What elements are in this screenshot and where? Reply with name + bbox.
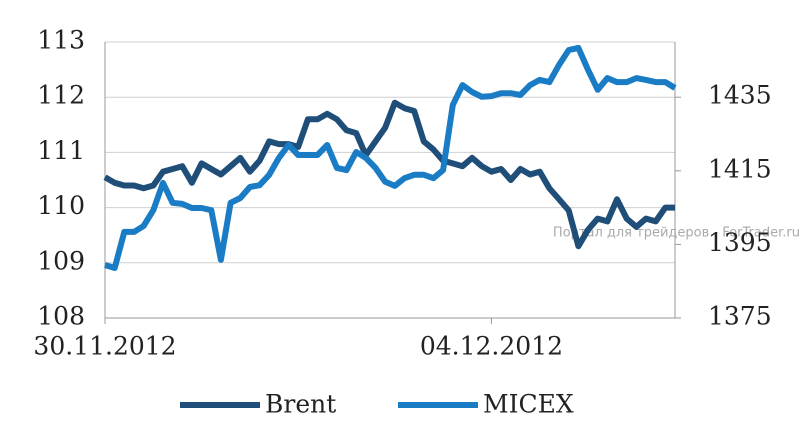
y-tick-label: 112 <box>37 81 85 110</box>
y2-tick-label: 1375 <box>708 302 772 331</box>
y2-tick-label: 1435 <box>708 81 772 110</box>
watermark: Портал для трейдеров - ForTrader.ru <box>553 226 800 241</box>
y-tick-label: 109 <box>37 246 85 275</box>
legend-label: MICEX <box>483 390 574 419</box>
y-tick-label: 108 <box>37 302 85 331</box>
series-line <box>104 44 677 271</box>
y2-tick-label: 1415 <box>708 154 772 183</box>
y-tick-label: 113 <box>37 26 85 55</box>
y-tick-label: 110 <box>37 191 85 220</box>
x-tick-label: 04.12.2012 <box>420 332 563 361</box>
y2-tick-label: 1395 <box>708 228 772 257</box>
legend-label: Brent <box>265 390 336 419</box>
x-tick-label: 30.11.2012 <box>33 332 176 361</box>
y-tick-label: 111 <box>37 136 85 165</box>
series-line <box>103 99 675 250</box>
